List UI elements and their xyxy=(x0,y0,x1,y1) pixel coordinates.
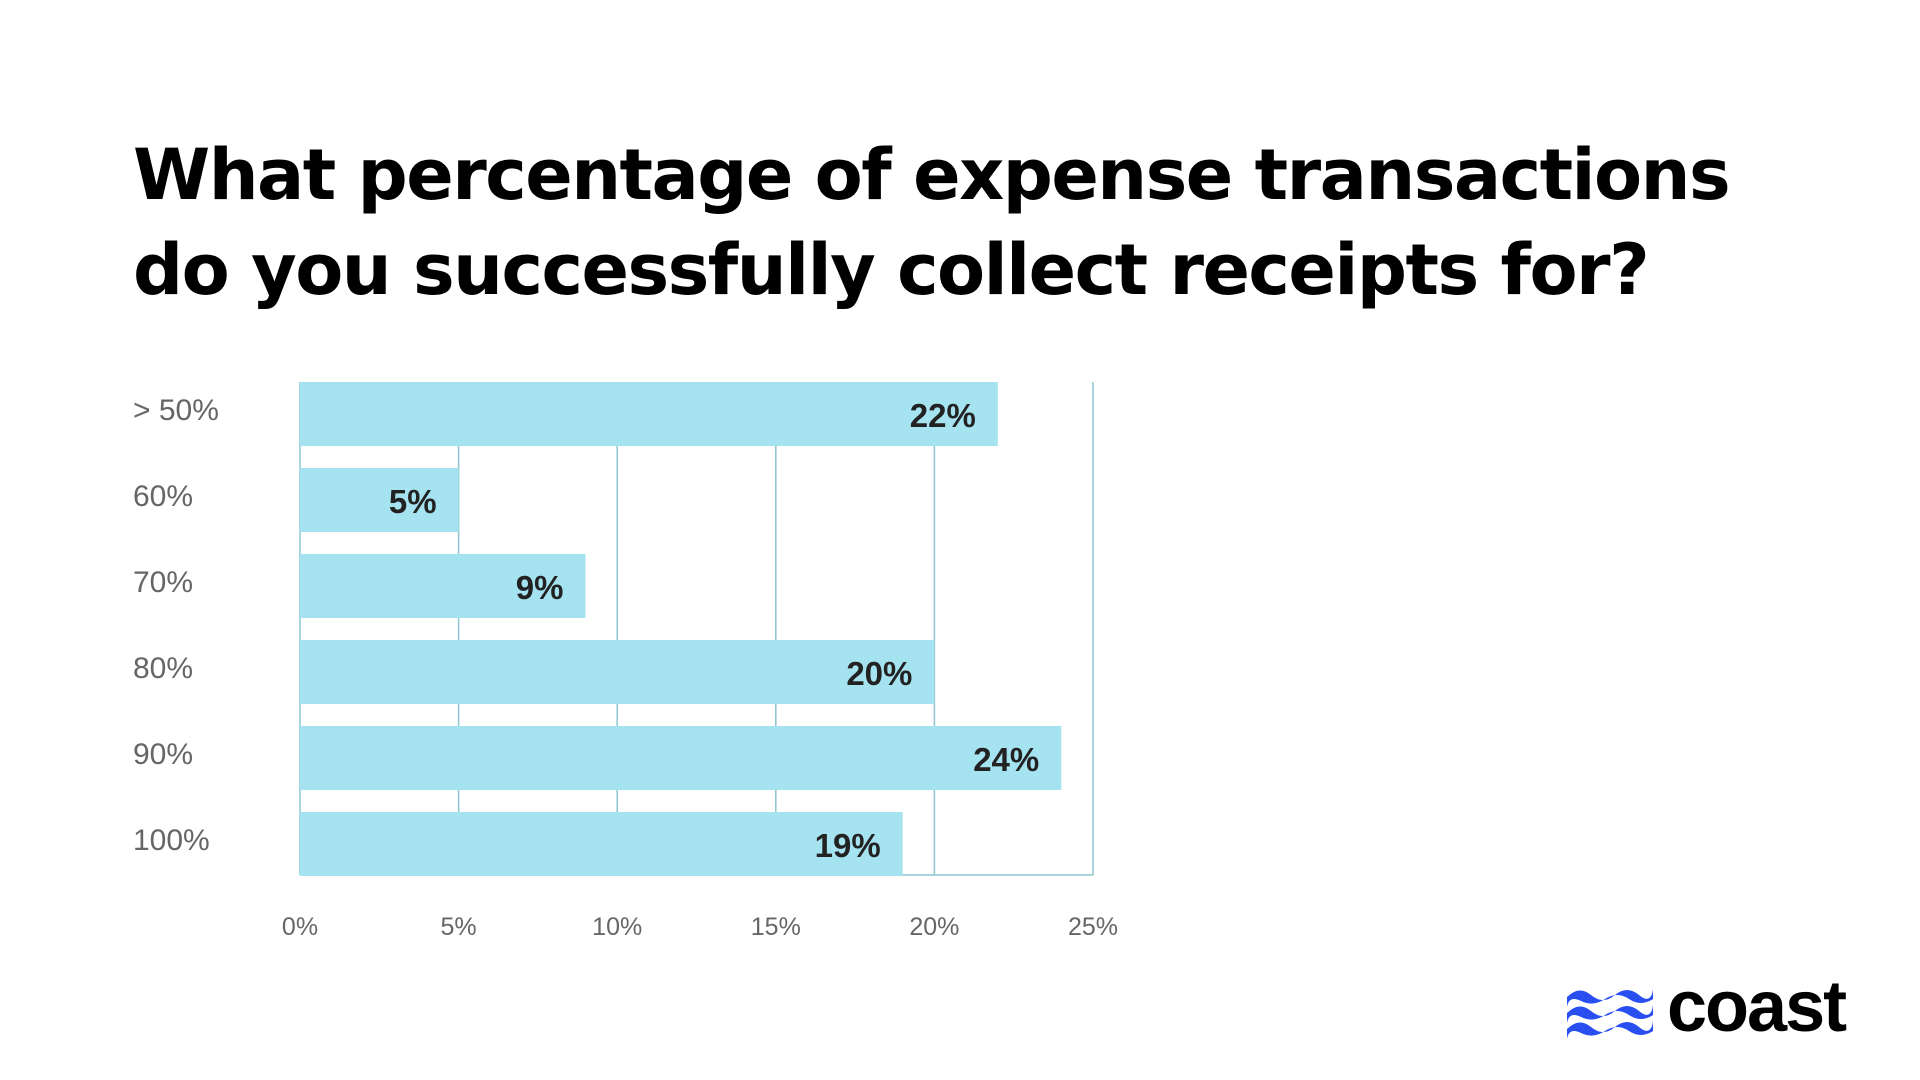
title-line-1: What percentage of expense transactions xyxy=(133,134,1731,216)
chart-title: What percentage of expense transactions … xyxy=(133,128,1733,318)
category-label: 60% xyxy=(133,480,193,513)
bar xyxy=(300,640,935,704)
category-label: 70% xyxy=(133,566,193,599)
value-labels: 22% 5% 9% 20% 24% 19% xyxy=(389,397,1039,864)
x-tick-label: 0% xyxy=(282,913,318,941)
coast-logo: coast xyxy=(1565,971,1885,1045)
category-label: 90% xyxy=(133,738,193,771)
gridlines xyxy=(299,382,1094,876)
value-label: 20% xyxy=(846,655,912,692)
bars xyxy=(300,382,1062,876)
x-tick-label: 10% xyxy=(592,913,642,941)
x-tick-label: 20% xyxy=(909,913,959,941)
value-label: 9% xyxy=(516,569,564,606)
value-label: 19% xyxy=(815,827,881,864)
value-label: 24% xyxy=(973,741,1039,778)
bar xyxy=(300,554,586,618)
bar xyxy=(300,468,459,532)
x-tick-label: 5% xyxy=(441,913,477,941)
x-axis-tick-labels: 0% 5% 10% 15% 20% 25% xyxy=(282,913,1118,941)
x-tick-label: 25% xyxy=(1068,913,1118,941)
category-labels: > 50% 60% 70% 80% 90% 100% xyxy=(133,394,219,857)
waves-icon xyxy=(1567,989,1653,1039)
bar xyxy=(300,726,1062,790)
brand-name: coast xyxy=(1667,967,1847,1047)
category-label: 80% xyxy=(133,652,193,685)
bar xyxy=(300,812,903,876)
value-label: 5% xyxy=(389,483,437,520)
category-label: 100% xyxy=(133,824,210,857)
value-label: 22% xyxy=(910,397,976,434)
bar xyxy=(300,382,998,446)
x-tick-label: 15% xyxy=(751,913,801,941)
title-line-2: do you successfully collect receipts for… xyxy=(133,229,1650,311)
category-label: > 50% xyxy=(133,394,219,427)
